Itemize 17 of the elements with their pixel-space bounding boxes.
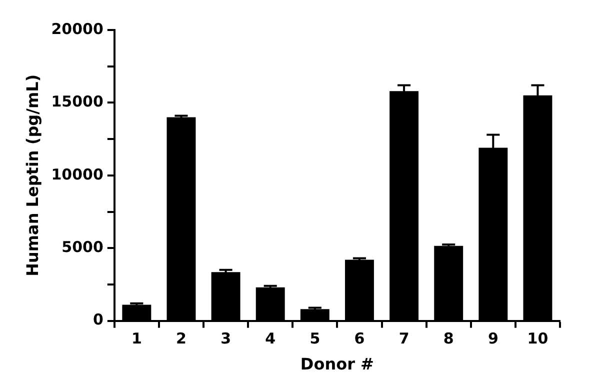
x-axis-title: Donor #	[300, 354, 374, 374]
x-tick-label: 1	[131, 330, 142, 348]
x-tick-label: 9	[488, 330, 498, 348]
y-tick-label: 20000	[51, 20, 104, 38]
x-tick-label: 3	[220, 330, 232, 348]
y-tick-label: 15000	[51, 92, 104, 111]
y-tick-label: 5000	[62, 238, 104, 256]
x-tick-label: 4	[265, 330, 276, 348]
x-tick-label: 5	[310, 330, 320, 348]
x-tick-label: 7	[398, 330, 410, 348]
x-tick-label: 8	[443, 330, 454, 348]
x-tick-label: 6	[354, 330, 365, 348]
y-tick-label: 0	[92, 310, 104, 329]
x-tick-label: 2	[176, 330, 186, 348]
y-tick-label: 10000	[51, 165, 104, 184]
x-tick-label: 10	[527, 330, 548, 348]
y-axis-title: Human Leptin (pg/mL)	[22, 74, 42, 276]
